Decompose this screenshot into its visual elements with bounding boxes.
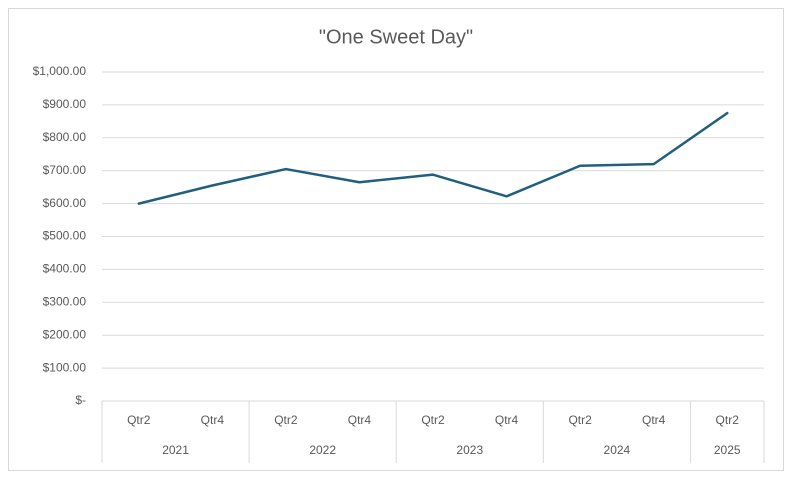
x-group-label: 2024 xyxy=(604,443,631,457)
x-tick-label: Qtr2 xyxy=(716,413,740,427)
x-group-label: 2025 xyxy=(714,443,741,457)
x-tick-label: Qtr4 xyxy=(348,413,372,427)
y-tick-label: $300.00 xyxy=(43,294,87,308)
x-tick-label: Qtr2 xyxy=(568,413,592,427)
y-tick-label: $- xyxy=(75,393,86,407)
chart-title: "One Sweet Day" xyxy=(319,26,473,48)
x-group-label: 2022 xyxy=(309,443,336,457)
x-tick-label: Qtr2 xyxy=(274,413,298,427)
y-tick-label: $400.00 xyxy=(43,262,87,276)
x-tick-label: Qtr2 xyxy=(127,413,151,427)
y-tick-label: $1,000.00 xyxy=(33,64,87,78)
y-tick-label: $900.00 xyxy=(43,97,87,111)
chart-border xyxy=(8,8,784,471)
x-tick-label: Qtr4 xyxy=(201,413,225,427)
y-tick-label: $600.00 xyxy=(43,196,87,210)
y-tick-label: $100.00 xyxy=(43,360,87,374)
x-tick-label: Qtr2 xyxy=(421,413,445,427)
x-tick-label: Qtr4 xyxy=(642,413,666,427)
data-line xyxy=(137,111,729,205)
y-tick-label: $800.00 xyxy=(43,130,87,144)
x-tick-label: Qtr4 xyxy=(495,413,519,427)
y-tick-label: $700.00 xyxy=(43,163,87,177)
y-tick-label: $200.00 xyxy=(43,327,87,341)
x-group-label: 2023 xyxy=(456,443,483,457)
y-tick-label: $500.00 xyxy=(43,229,87,243)
x-group-label: 2021 xyxy=(162,443,189,457)
